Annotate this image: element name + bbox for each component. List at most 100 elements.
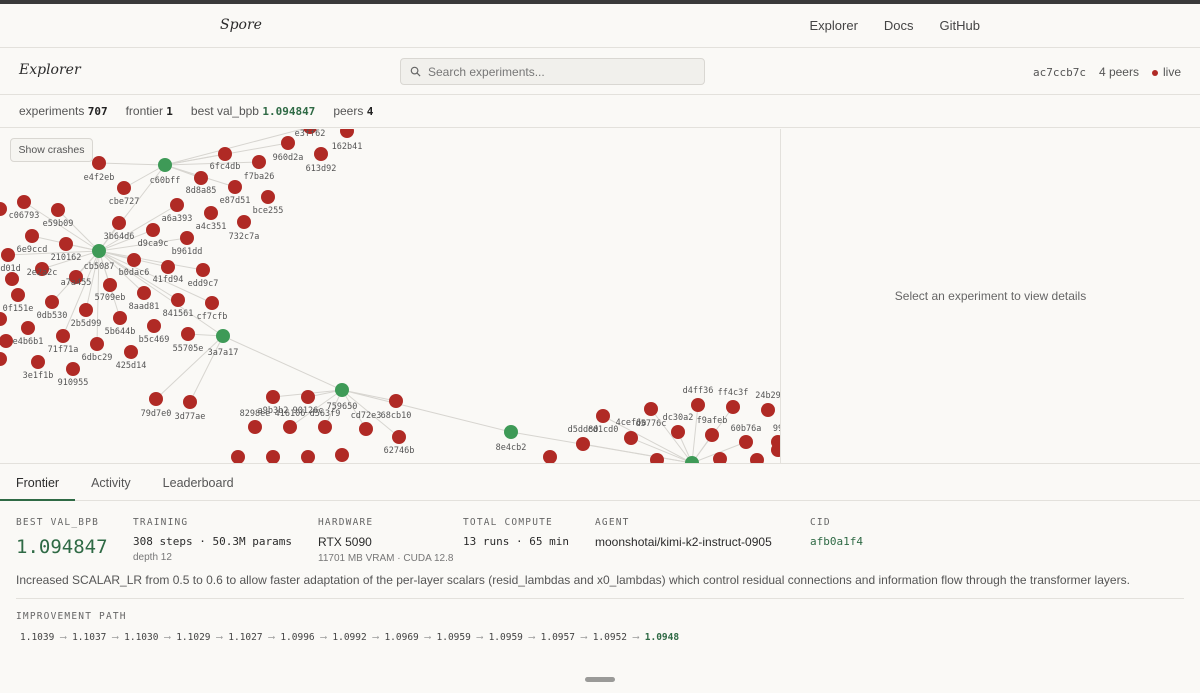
graph-node-crash[interactable] [576, 437, 590, 451]
graph-node-crash[interactable] [314, 147, 328, 161]
drag-handle[interactable] [585, 677, 615, 682]
show-crashes-button[interactable]: Show crashes [10, 138, 93, 162]
graph-node-crash[interactable] [671, 425, 685, 439]
graph-node-crash[interactable] [196, 263, 210, 277]
graph-node-crash[interactable] [21, 321, 35, 335]
graph-node-crash[interactable] [318, 420, 332, 434]
graph-node-frontier[interactable] [335, 383, 349, 397]
graph-node-crash[interactable] [113, 311, 127, 325]
graph-node-frontier[interactable] [92, 244, 106, 258]
arrow-icon: ⟶ [268, 632, 275, 643]
graph-node-crash[interactable] [650, 453, 664, 463]
graph-node-crash[interactable] [180, 231, 194, 245]
graph-node-crash[interactable] [281, 136, 295, 150]
graph-node-frontier[interactable] [216, 329, 230, 343]
graph-node-crash[interactable] [112, 216, 126, 230]
graph-node-crash[interactable] [739, 435, 753, 449]
graph-node-crash[interactable] [137, 286, 151, 300]
graph-node-crash[interactable] [713, 452, 727, 463]
graph-node-crash[interactable] [359, 422, 373, 436]
graph-node-crash[interactable] [543, 450, 557, 463]
graph-node-crash[interactable] [170, 198, 184, 212]
graph-node-crash[interactable] [705, 428, 719, 442]
graph-node-crash[interactable] [261, 190, 275, 204]
graph-node-crash[interactable] [231, 450, 245, 463]
graph-node-label: 8aad81 [129, 302, 160, 312]
graph-node-crash[interactable] [392, 430, 406, 444]
graph-node-crash[interactable] [0, 334, 13, 348]
graph-node-crash[interactable] [146, 223, 160, 237]
graph-node-crash[interactable] [248, 420, 262, 434]
nav-link-docs[interactable]: Docs [883, 18, 914, 33]
graph-node-crash[interactable] [35, 262, 49, 276]
graph-node-crash[interactable] [59, 237, 73, 251]
graph-node-crash[interactable] [183, 395, 197, 409]
graph-node-crash[interactable] [5, 272, 19, 286]
graph-node-crash[interactable] [31, 355, 45, 369]
graph-node-crash[interactable] [283, 420, 297, 434]
graph-node-crash[interactable] [161, 260, 175, 274]
graph-node-crash[interactable] [1, 248, 15, 262]
graph-node-crash[interactable] [335, 448, 349, 462]
brand-logo[interactable]: Spore [220, 17, 262, 33]
graph-node-crash[interactable] [69, 270, 83, 284]
graph-node-crash[interactable] [17, 195, 31, 209]
tab-frontier[interactable]: Frontier [0, 464, 76, 501]
experiment-graph[interactable]: e3ff62 162b41 960d2a 613d92 c60bff 6fc4db e4f2… [0, 129, 780, 463]
graph-node-crash[interactable] [301, 390, 315, 404]
nav-link-explorer[interactable]: Explorer [809, 18, 858, 33]
graph-node-crash[interactable] [25, 229, 39, 243]
graph-node-crash[interactable] [726, 400, 740, 414]
graph-node-crash[interactable] [79, 303, 93, 317]
graph-node-crash[interactable] [340, 129, 354, 138]
graph-node-crash[interactable] [194, 171, 208, 185]
graph-node-crash[interactable] [56, 329, 70, 343]
graph-node-crash[interactable] [90, 337, 104, 351]
graph-node-crash[interactable] [691, 398, 705, 412]
graph-node-crash[interactable] [303, 129, 317, 134]
graph-node-frontier[interactable] [158, 158, 172, 172]
graph-node-crash[interactable] [0, 202, 7, 216]
graph-node-crash[interactable] [266, 450, 280, 463]
cid-link[interactable]: afb0a1f4 [810, 535, 863, 548]
graph-node-crash[interactable] [750, 453, 764, 463]
graph-node-crash[interactable] [45, 295, 59, 309]
graph-node-crash[interactable] [644, 402, 658, 416]
graph-node-crash[interactable] [624, 431, 638, 445]
tab-activity[interactable]: Activity [91, 476, 131, 490]
graph-node-crash[interactable] [596, 409, 610, 423]
graph-node-crash[interactable] [11, 288, 25, 302]
graph-node-crash[interactable] [301, 450, 315, 463]
search-box[interactable] [400, 58, 705, 85]
graph-node-crash[interactable] [117, 181, 131, 195]
graph-node-crash[interactable] [66, 362, 80, 376]
graph-node-crash[interactable] [266, 390, 280, 404]
graph-node-crash[interactable] [218, 147, 232, 161]
graph-node-frontier[interactable] [504, 425, 518, 439]
graph-node-crash[interactable] [51, 203, 65, 217]
graph-node-crash[interactable] [127, 253, 141, 267]
graph-node-crash[interactable] [252, 155, 266, 169]
graph-node-crash[interactable] [0, 312, 7, 326]
graph-node-crash[interactable] [204, 206, 218, 220]
tab-leaderboard[interactable]: Leaderboard [162, 476, 234, 490]
search-input[interactable] [428, 64, 688, 79]
nav-link-github[interactable]: GitHub [939, 18, 980, 33]
graph-node-frontier[interactable] [685, 456, 699, 463]
graph-node-crash[interactable] [761, 403, 775, 417]
graph-node-crash[interactable] [181, 327, 195, 341]
graph-node-crash[interactable] [92, 156, 106, 170]
graph-node-crash[interactable] [771, 435, 780, 449]
graph-node-crash[interactable] [124, 345, 138, 359]
graph-node-crash[interactable] [149, 392, 163, 406]
graph-node-crash[interactable] [103, 278, 117, 292]
graph-node-crash[interactable] [389, 394, 403, 408]
graph-node-crash[interactable] [0, 352, 7, 366]
stat-best-val-bpb: best val_bpb 1.094847 [190, 104, 316, 118]
graph-node-crash[interactable] [237, 215, 251, 229]
graph-node-crash[interactable] [205, 296, 219, 310]
graph-node-crash[interactable] [147, 319, 161, 333]
graph-node-crash[interactable] [171, 293, 185, 307]
graph-node-crash[interactable] [228, 180, 242, 194]
